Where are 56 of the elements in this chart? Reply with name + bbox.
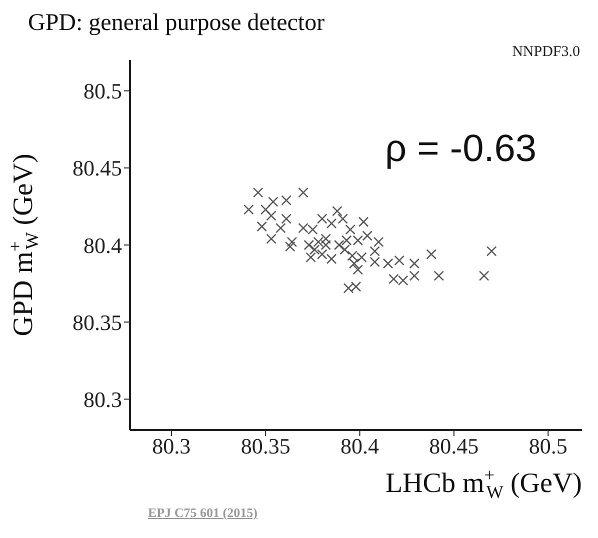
point bbox=[268, 196, 278, 207]
point bbox=[332, 206, 342, 216]
point bbox=[326, 218, 337, 229]
point bbox=[281, 214, 292, 224]
x-tick-label: 80.35 bbox=[240, 434, 290, 459]
point bbox=[306, 252, 316, 262]
point bbox=[348, 258, 360, 269]
point bbox=[281, 195, 292, 206]
point bbox=[370, 246, 380, 256]
point bbox=[316, 249, 328, 260]
point bbox=[345, 224, 356, 235]
y-tick-label: 80.3 bbox=[84, 386, 122, 412]
point bbox=[260, 204, 271, 215]
point bbox=[373, 236, 384, 248]
x-tick-label: 80.4 bbox=[340, 434, 380, 459]
point bbox=[426, 249, 436, 260]
point bbox=[266, 234, 276, 244]
point bbox=[320, 240, 332, 250]
point bbox=[409, 258, 420, 269]
y-tick-label: 80.45 bbox=[72, 156, 122, 181]
point bbox=[266, 210, 276, 221]
text: EPJ C75 601 (2015) bbox=[148, 505, 258, 521]
point bbox=[370, 256, 380, 268]
x-axis-title: LHCb m$^{+}$$_{W}$ (GeV) bbox=[385, 465, 582, 502]
point bbox=[320, 234, 332, 244]
x-tick-label: 80.45 bbox=[429, 434, 479, 459]
point bbox=[338, 214, 348, 224]
point bbox=[358, 216, 369, 228]
chart-title: GPD: general purpose detector bbox=[28, 10, 325, 37]
point bbox=[409, 270, 420, 281]
point bbox=[256, 221, 267, 232]
point bbox=[284, 241, 296, 252]
point bbox=[352, 264, 364, 275]
point bbox=[298, 187, 308, 198]
annotation: ρ = -0.63 bbox=[385, 128, 537, 171]
point bbox=[382, 258, 394, 269]
point bbox=[362, 230, 372, 241]
point bbox=[434, 270, 444, 281]
point bbox=[486, 246, 497, 256]
y-tick-label: 80.35 bbox=[72, 310, 122, 335]
point bbox=[326, 254, 337, 264]
point bbox=[394, 255, 404, 266]
x-tick-label: 80.5 bbox=[528, 434, 568, 459]
point bbox=[276, 222, 286, 234]
point bbox=[252, 187, 264, 198]
point bbox=[316, 214, 328, 224]
point bbox=[334, 240, 344, 250]
point bbox=[309, 244, 320, 255]
y-tick-label: 80.5 bbox=[84, 78, 122, 104]
point bbox=[286, 236, 298, 248]
point bbox=[340, 244, 350, 255]
chart-subtitle: NNPDF3.0 bbox=[512, 44, 580, 61]
point bbox=[478, 270, 490, 281]
x-tick-label: 80.3 bbox=[152, 434, 191, 459]
point bbox=[244, 204, 254, 215]
y-tick-label: 80.4 bbox=[84, 232, 122, 258]
